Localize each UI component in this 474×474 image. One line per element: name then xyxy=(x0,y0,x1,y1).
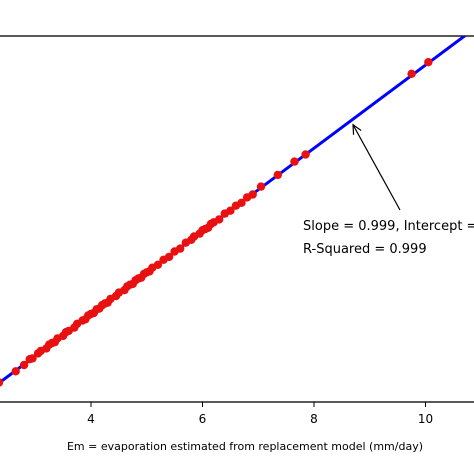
x-axis-label: Em = evaporation estimated from replacem… xyxy=(67,440,423,453)
data-point xyxy=(256,182,266,191)
data-point xyxy=(248,190,257,199)
data-point xyxy=(28,354,37,363)
x-tick-label: 10 xyxy=(418,412,433,426)
data-point xyxy=(176,244,185,253)
x-axis-ticks: 4 6 8 10 xyxy=(87,402,433,426)
data-point xyxy=(290,157,299,166)
data-point xyxy=(237,198,246,207)
data-point xyxy=(164,252,174,262)
annotation-arrow xyxy=(352,123,401,211)
data-point xyxy=(407,69,416,79)
data-point xyxy=(0,378,4,387)
data-point xyxy=(153,260,163,269)
plot-frame xyxy=(0,35,474,403)
data-point xyxy=(215,215,224,224)
r-squared-annotation: R-Squared = 0.999 xyxy=(303,242,427,257)
data-point xyxy=(273,170,282,180)
data-point xyxy=(226,206,235,215)
x-tick-label: 4 xyxy=(87,412,95,426)
data-point xyxy=(301,150,310,159)
data-point xyxy=(424,58,433,67)
x-tick-label: 6 xyxy=(199,412,207,426)
slope-annotation: Slope = 0.999, Intercept = 0.0 xyxy=(303,219,474,234)
data-point xyxy=(19,360,29,370)
x-tick-label: 8 xyxy=(310,412,318,426)
data-points xyxy=(0,58,433,387)
data-point xyxy=(11,367,20,376)
